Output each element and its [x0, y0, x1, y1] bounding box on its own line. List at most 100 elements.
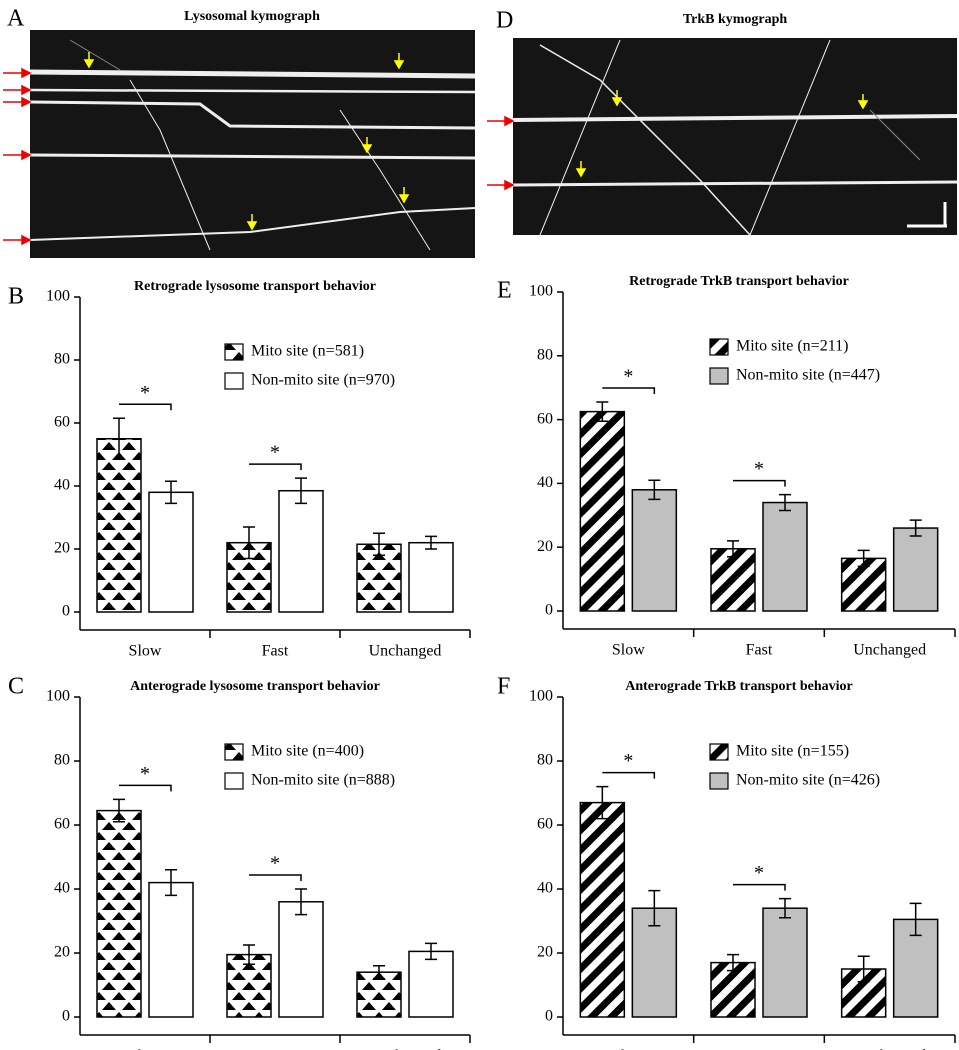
bar	[278, 489, 324, 613]
panel-letter: B	[8, 284, 24, 310]
panel-letter: A	[7, 6, 25, 32]
legend-label: Non-mito site (n=970)	[251, 372, 395, 389]
significance-bracket	[602, 387, 656, 395]
bar	[278, 901, 324, 1018]
chart-title: Anterograde lysosome transport behavior	[130, 679, 380, 694]
legend-label: Non-mito site (n=447)	[736, 367, 880, 384]
error-bar	[857, 549, 870, 568]
legend-label: Mito site (n=155)	[736, 743, 849, 760]
legend-swatch	[709, 743, 729, 761]
significance-marker: *	[623, 750, 633, 772]
y-tick-label: 100	[529, 283, 553, 300]
significance-bracket	[119, 784, 172, 792]
error-bar	[648, 889, 661, 927]
bar	[892, 527, 939, 612]
bar	[148, 881, 194, 1018]
panel-letter: F	[497, 674, 510, 700]
significance-marker: *	[140, 763, 150, 785]
error-bar	[243, 526, 255, 560]
kymograph-a	[3, 30, 476, 258]
significance-bracket	[733, 883, 786, 891]
y-tick-label: 100	[46, 688, 70, 705]
x-tick-label: Fast	[262, 643, 289, 660]
x-tick-label: Fast	[746, 642, 773, 659]
significance-marker: *	[754, 458, 764, 480]
error-bar	[596, 785, 609, 820]
bar	[356, 971, 402, 1018]
chart-title: Retrograde lysosome transport behavior	[134, 279, 376, 294]
y-tick-label: 40	[537, 474, 553, 491]
error-bar	[909, 519, 922, 537]
error-bar	[596, 401, 609, 422]
error-bar	[165, 869, 177, 897]
significance-bracket	[733, 479, 786, 487]
x-tick-label: Slow	[612, 1048, 645, 1050]
kymograph-title: Lysosomal kymograph	[184, 9, 320, 24]
y-tick-label: 80	[54, 351, 70, 368]
error-bar	[425, 942, 437, 961]
error-bar	[727, 953, 739, 972]
legend-swatch	[224, 343, 244, 361]
error-bar	[857, 955, 870, 983]
significance-bracket	[602, 771, 656, 779]
y-tick-label: 60	[54, 816, 70, 833]
y-tick-label: 60	[54, 414, 70, 431]
y-tick-label: 60	[537, 410, 553, 427]
legend-label: Non-mito site (n=888)	[251, 772, 395, 789]
x-tick-label: Fast	[262, 1048, 289, 1050]
legend-swatch	[224, 772, 244, 790]
legend-swatch	[709, 367, 729, 385]
x-tick-label: Unchanged	[369, 1048, 442, 1050]
y-tick-label: 0	[62, 1008, 70, 1025]
bar	[579, 410, 626, 612]
x-tick-label: Slow	[129, 1048, 162, 1050]
y-tick-label: 20	[537, 944, 553, 961]
error-bar	[373, 532, 385, 557]
kymograph-title: TrkB kymograph	[683, 12, 788, 27]
significance-bracket	[249, 463, 302, 471]
bar	[762, 501, 808, 612]
y-tick-label: 80	[537, 346, 553, 363]
significance-marker: *	[623, 366, 633, 388]
significance-bracket	[119, 403, 172, 411]
error-bar	[425, 535, 437, 550]
error-bar	[243, 944, 255, 965]
bar	[408, 950, 454, 1018]
y-tick-label: 0	[545, 1008, 553, 1025]
legend-swatch	[224, 372, 244, 390]
bar	[631, 489, 678, 612]
error-bar	[648, 479, 661, 501]
error-bar	[373, 965, 385, 980]
significance-marker: *	[140, 382, 150, 404]
y-tick-label: 0	[62, 603, 70, 620]
error-bar	[113, 798, 125, 823]
error-bar	[295, 477, 307, 505]
bar	[148, 491, 194, 613]
chart-title: Anterograde TrkB transport behavior	[625, 679, 853, 694]
x-tick-label: Unchanged	[369, 643, 442, 660]
error-bar	[113, 417, 125, 460]
x-tick-label: Unchanged	[853, 642, 926, 659]
error-bar	[295, 888, 307, 916]
error-bar	[779, 897, 791, 919]
bar	[710, 548, 756, 612]
x-tick-label: Slow	[612, 642, 645, 659]
significance-marker: *	[270, 442, 280, 464]
bar	[892, 918, 939, 1018]
legend-swatch	[709, 772, 729, 790]
error-bar	[727, 540, 739, 558]
bar	[840, 557, 887, 612]
significance-bracket	[249, 874, 302, 881]
legend-label: Mito site (n=581)	[251, 343, 364, 360]
panel-letter: E	[497, 278, 512, 304]
y-tick-label: 40	[54, 880, 70, 897]
panel-letter: C	[8, 674, 24, 700]
bar	[762, 907, 808, 1018]
legend-swatch	[709, 338, 729, 356]
chart-title: Retrograde TrkB transport behavior	[629, 274, 849, 289]
y-tick-label: 80	[54, 752, 70, 769]
error-bar	[909, 902, 922, 937]
kymograph-d	[487, 38, 958, 236]
y-tick-label: 80	[537, 752, 553, 769]
